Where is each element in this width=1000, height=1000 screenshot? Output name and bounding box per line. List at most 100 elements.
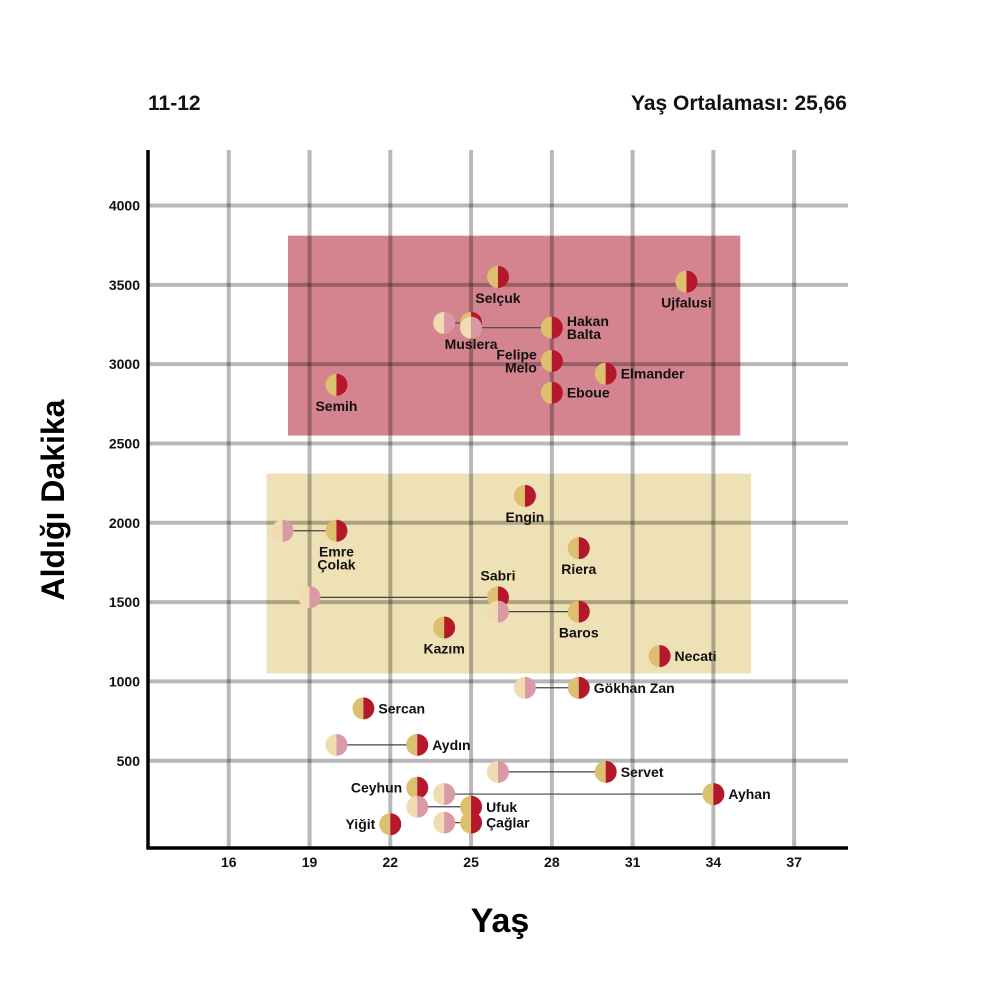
point-elmander-left-half — [594, 362, 606, 385]
point-aydın-right-half — [417, 733, 429, 756]
previous-point-gökhan-zan-right-half — [524, 676, 536, 699]
point-servet-left-half — [594, 760, 606, 783]
y-axis-title: Aldığı Dakika — [35, 399, 71, 600]
point-selçuk-right-half — [498, 265, 509, 288]
point-servet — [594, 760, 617, 783]
label-elmander: Elmander — [621, 366, 685, 382]
previous-point-servet-left-half — [487, 760, 498, 783]
point-yiğit-left-half — [379, 813, 391, 836]
previous-point-ufuk-right-half — [417, 795, 429, 818]
y-tick-label-2500: 2500 — [109, 435, 140, 451]
x-tick-label-34: 34 — [706, 854, 722, 870]
previous-point-gökhan-zan-left-half — [513, 676, 525, 699]
x-tick-label-28: 28 — [544, 854, 560, 870]
label-emre-çolak-1: Emre — [319, 544, 354, 560]
previous-point-sabri-left-half — [298, 586, 310, 609]
age-average-label: Yaş Ortalaması: — [631, 92, 789, 115]
point-ujfalusi-right-half — [686, 270, 698, 293]
label-engin: Engin — [505, 509, 544, 525]
point-riera — [567, 537, 590, 560]
y-tick-label-3000: 3000 — [109, 356, 140, 372]
x-tick-label-16: 16 — [221, 854, 237, 870]
point-ujfalusi-left-half — [675, 270, 687, 293]
previous-point-ayhan-right-half — [444, 783, 456, 806]
label-ujfalusi: Ujfalusi — [661, 295, 712, 311]
point-semih — [325, 373, 348, 396]
previous-point-hakan-balta-left-half — [460, 316, 472, 339]
y-tick-label-4000: 4000 — [109, 198, 140, 214]
point-hakan-balta-left-half — [540, 316, 552, 339]
tick-labels: 16 19 22 25 28 31 34 37 500 1000 1500 2000 2500 3000 3… — [109, 198, 802, 870]
label-baros: Baros — [559, 625, 599, 641]
point-servet-right-half — [605, 760, 617, 783]
label-sercan: Sercan — [378, 700, 425, 716]
point-ceyhun — [406, 776, 429, 799]
point-gökhan-zan — [567, 676, 590, 699]
bands — [266, 235, 752, 674]
point-ceyhun-right-half — [417, 776, 429, 799]
player-points — [271, 265, 725, 836]
point-riera-right-half — [578, 537, 590, 560]
season-title: 11-12 — [148, 92, 201, 115]
point-sercan-left-half — [352, 697, 364, 720]
x-tick-label-22: 22 — [383, 854, 399, 870]
point-emre-çolak-right-half — [336, 519, 348, 542]
point-engin-left-half — [513, 484, 525, 507]
point-ayhan — [702, 783, 725, 806]
label-ceyhun: Ceyhun — [351, 780, 402, 796]
previous-point-emre-çolak-right-half — [282, 519, 294, 542]
previous-point-emre-çolak-left-half — [271, 519, 283, 542]
label-sabri: Sabri — [480, 567, 515, 583]
previous-point-hakan-balta — [460, 316, 483, 339]
previous-point-gökhan-zan — [513, 676, 536, 699]
point-ceyhun-left-half — [406, 776, 418, 799]
previous-point-sabri-right-half — [309, 586, 321, 609]
y-tick-label-3500: 3500 — [109, 277, 140, 293]
grid — [148, 150, 848, 848]
point-ujfalusi — [675, 270, 698, 293]
age-average-value: 25,66 — [794, 92, 847, 115]
previous-point-emre-çolak — [271, 519, 294, 542]
previous-point-aydın-right-half — [336, 733, 348, 756]
point-sercan — [352, 697, 375, 720]
axes — [146, 150, 848, 850]
previous-point-baros-left-half — [487, 600, 498, 623]
label-emre-çolak-2: Çolak — [317, 557, 355, 573]
point-engin-right-half — [524, 484, 536, 507]
point-elmander-right-half — [605, 362, 617, 385]
point-hakan-balta-right-half — [551, 316, 563, 339]
label-ayhan: Ayhan — [728, 786, 770, 802]
label-kazım: Kazım — [424, 640, 465, 656]
point-riera-left-half — [567, 537, 579, 560]
label-muslera: Muslera — [445, 336, 498, 352]
point-felipe-melo — [540, 349, 563, 372]
label-aydın: Aydın — [432, 737, 470, 753]
point-yiğit-right-half — [390, 813, 402, 836]
point-çağlar-right-half — [471, 811, 483, 834]
point-engin — [513, 484, 536, 507]
previous-point-ayhan-left-half — [433, 783, 445, 806]
label-yiğit: Yiğit — [345, 816, 375, 832]
point-hakan-balta — [540, 316, 563, 339]
previous-point-ayhan — [433, 783, 456, 806]
point-sercan-right-half — [363, 697, 375, 720]
previous-point-baros — [487, 600, 509, 623]
x-tick-label-37: 37 — [786, 854, 802, 870]
label-çağlar: Çağlar — [486, 815, 530, 831]
previous-point-çağlar — [433, 811, 456, 834]
point-elmander — [594, 362, 617, 385]
point-gökhan-zan-right-half — [578, 676, 590, 699]
label-felipe-melo-2: Melo — [505, 359, 537, 375]
label-ufuk: Ufuk — [486, 799, 517, 815]
change-lines — [282, 322, 714, 824]
y-tick-label-1000: 1000 — [109, 673, 140, 689]
label-servet: Servet — [621, 764, 664, 780]
y-tick-label-2000: 2000 — [109, 515, 140, 531]
previous-point-muslera-right-half — [444, 311, 456, 334]
previous-point-aydın — [325, 733, 348, 756]
previous-point-baros-right-half — [498, 600, 509, 623]
y-tick-label-1500: 1500 — [109, 594, 140, 610]
previous-point-muslera — [433, 311, 456, 334]
point-eboue — [540, 381, 563, 404]
